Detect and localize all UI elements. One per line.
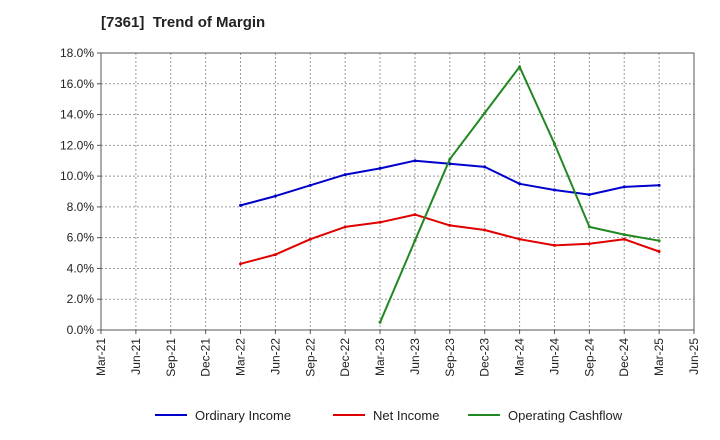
data-point-ordinary-income [587, 193, 591, 197]
data-point-net-income [448, 223, 452, 227]
y-tick-label: 10.0% [60, 169, 94, 183]
data-point-ordinary-income [552, 188, 556, 192]
data-point-ordinary-income [622, 185, 626, 189]
data-point-ordinary-income [413, 159, 417, 163]
y-tick-label: 12.0% [60, 138, 94, 152]
data-point-net-income [378, 220, 382, 224]
data-point-ordinary-income [239, 203, 243, 207]
chart-title: [7361] Trend of Margin [101, 14, 266, 31]
x-tick-label: Mar-23 [373, 338, 387, 376]
x-tick-label: Mar-25 [652, 338, 666, 376]
y-tick-label: 8.0% [67, 200, 95, 214]
data-point-operating-cashflow [518, 65, 522, 69]
x-tick-label: Sep-24 [582, 338, 596, 377]
data-point-ordinary-income [657, 183, 661, 187]
y-tick-label: 6.0% [67, 231, 95, 245]
y-tick-label: 2.0% [67, 292, 95, 306]
legend-label-net-income: Net Income [373, 408, 439, 423]
x-tick-label: Dec-22 [338, 338, 352, 377]
data-point-ordinary-income [378, 166, 382, 170]
data-point-ordinary-income [273, 194, 277, 198]
data-point-net-income [552, 243, 556, 247]
x-tick-label: Dec-24 [617, 338, 631, 377]
data-point-net-income [657, 250, 661, 254]
data-point-net-income [239, 262, 243, 266]
x-tick-label: Jun-22 [268, 338, 282, 375]
x-tick-label: Jun-25 [687, 338, 701, 375]
data-point-ordinary-income [518, 182, 522, 186]
data-point-operating-cashflow [657, 239, 661, 243]
legend-label-operating-cashflow: Operating Cashflow [508, 408, 623, 423]
data-point-operating-cashflow [448, 157, 452, 161]
data-point-ordinary-income [483, 165, 487, 169]
x-tick-label: Jun-23 [408, 338, 422, 375]
y-tick-label: 16.0% [60, 77, 94, 91]
x-tick-label: Sep-22 [303, 338, 317, 377]
x-tick-label: Jun-21 [129, 338, 143, 375]
data-point-ordinary-income [308, 183, 312, 187]
y-tick-label: 0.0% [67, 323, 95, 337]
x-tick-label: Sep-21 [164, 338, 178, 377]
x-tick-label: Mar-22 [234, 338, 248, 376]
data-point-operating-cashflow [378, 320, 382, 324]
plot-frame [100, 52, 695, 331]
data-point-operating-cashflow [413, 239, 417, 243]
x-tick-label: Mar-24 [513, 338, 527, 376]
data-point-operating-cashflow [483, 111, 487, 115]
data-point-operating-cashflow [587, 225, 591, 229]
y-tick-label: 4.0% [67, 261, 95, 275]
data-point-net-income [622, 237, 626, 241]
x-tick-label: Sep-23 [443, 338, 457, 377]
data-point-operating-cashflow [552, 142, 556, 146]
data-point-net-income [273, 253, 277, 257]
data-point-net-income [518, 237, 522, 241]
data-point-ordinary-income [343, 173, 347, 177]
legend-label-ordinary-income: Ordinary Income [195, 408, 291, 423]
x-tick-label: Dec-23 [478, 338, 492, 377]
data-point-net-income [413, 213, 417, 217]
data-point-net-income [308, 237, 312, 241]
x-tick-label: Dec-21 [199, 338, 213, 377]
x-tick-label: Jun-24 [547, 338, 561, 375]
data-point-operating-cashflow [622, 233, 626, 237]
y-tick-label: 18.0% [60, 46, 94, 60]
data-point-net-income [483, 228, 487, 232]
data-point-net-income [343, 225, 347, 229]
x-tick-label: Mar-21 [94, 338, 108, 376]
y-tick-label: 14.0% [60, 108, 94, 122]
data-point-net-income [587, 242, 591, 246]
